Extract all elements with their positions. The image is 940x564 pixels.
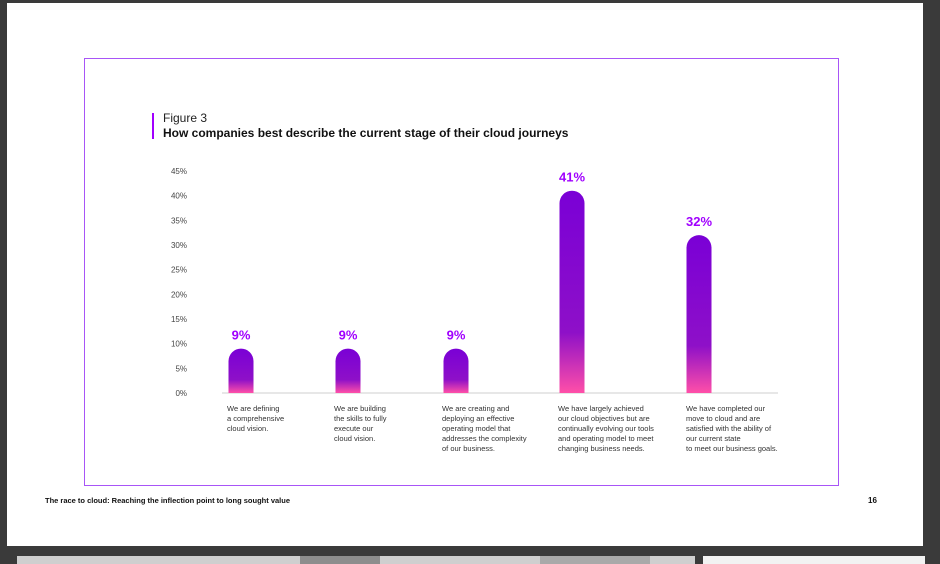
footer-title: The race to cloud: Reaching the inflecti… (45, 496, 291, 505)
bar (686, 235, 712, 393)
next-page-preview-right (703, 556, 925, 564)
bar-value-label: 41% (559, 170, 585, 185)
x-category-label: We are creating and deploying an effectiv… (442, 404, 527, 453)
x-category-label: We have largely achieved our cloud object… (558, 404, 654, 453)
bar-value-label: 9% (447, 328, 466, 343)
figure-accent-bar (152, 113, 154, 139)
x-category-label: We are defining a comprehensive cloud visi… (227, 404, 284, 433)
bar (228, 348, 254, 393)
figure-frame (84, 58, 839, 486)
figure-title: How companies best describe the current … (163, 126, 569, 140)
bar (335, 348, 361, 393)
y-tick-label: 30% (171, 241, 187, 250)
x-category-label: We have completed our move to cloud and a… (686, 404, 778, 453)
y-tick-label: 35% (171, 216, 187, 225)
y-tick-label: 40% (171, 192, 187, 201)
page-number: 16 (868, 496, 877, 505)
y-tick-label: 0% (175, 389, 187, 398)
x-category-label: We are building the skills to fully execut… (334, 404, 387, 443)
document-page (7, 3, 923, 546)
bar (559, 190, 585, 393)
bar-value-label: 9% (339, 328, 358, 343)
bar-value-label: 9% (232, 328, 251, 343)
next-page-image-a (300, 556, 380, 564)
y-tick-label: 45% (171, 167, 187, 176)
y-tick-label: 15% (171, 315, 187, 324)
bar-value-label: 32% (686, 214, 712, 229)
bar (443, 348, 469, 393)
y-tick-label: 25% (171, 266, 187, 275)
figure-label: Figure 3 (163, 111, 208, 125)
y-tick-label: 5% (175, 364, 187, 373)
y-tick-label: 20% (171, 290, 187, 299)
y-tick-label: 10% (171, 340, 187, 349)
next-page-image-b (540, 556, 650, 564)
